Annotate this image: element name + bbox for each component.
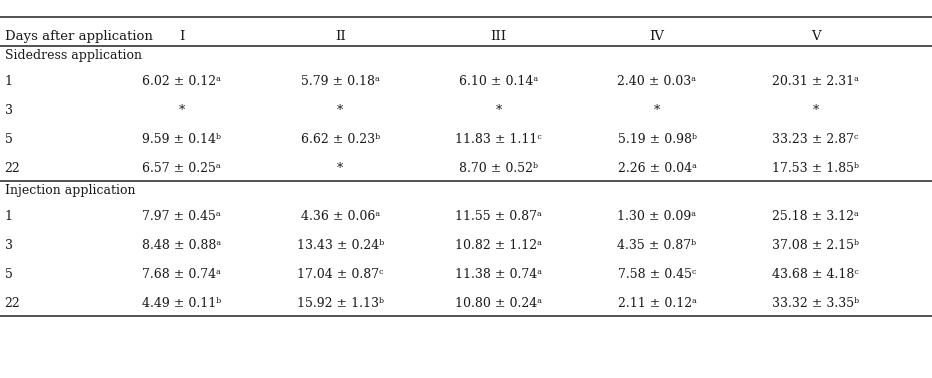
Text: *: * xyxy=(337,104,343,117)
Text: 8.48 ± 0.88ᵃ: 8.48 ± 0.88ᵃ xyxy=(142,239,222,252)
Text: 33.32 ± 3.35ᵇ: 33.32 ± 3.35ᵇ xyxy=(772,297,859,310)
Text: 4.36 ± 0.06ᵃ: 4.36 ± 0.06ᵃ xyxy=(300,210,380,223)
Text: 6.62 ± 0.23ᵇ: 6.62 ± 0.23ᵇ xyxy=(301,133,379,146)
Text: 6.57 ± 0.25ᵃ: 6.57 ± 0.25ᵃ xyxy=(143,162,221,175)
Text: 17.53 ± 1.85ᵇ: 17.53 ± 1.85ᵇ xyxy=(772,162,859,175)
Text: *: * xyxy=(813,104,818,117)
Text: 1.30 ± 0.09ᵃ: 1.30 ± 0.09ᵃ xyxy=(618,210,696,223)
Text: 10.82 ± 1.12ᵃ: 10.82 ± 1.12ᵃ xyxy=(455,239,542,252)
Text: 5: 5 xyxy=(5,268,12,281)
Text: 7.68 ± 0.74ᵃ: 7.68 ± 0.74ᵃ xyxy=(143,268,221,281)
Text: 6.10 ± 0.14ᵃ: 6.10 ± 0.14ᵃ xyxy=(459,75,539,88)
Text: 3: 3 xyxy=(5,104,13,117)
Text: 5.79 ± 0.18ᵃ: 5.79 ± 0.18ᵃ xyxy=(301,75,379,88)
Text: 1: 1 xyxy=(5,75,13,88)
Text: *: * xyxy=(496,104,501,117)
Text: I: I xyxy=(179,30,185,43)
Text: 25.18 ± 3.12ᵃ: 25.18 ± 3.12ᵃ xyxy=(772,210,859,223)
Text: 7.97 ± 0.45ᵃ: 7.97 ± 0.45ᵃ xyxy=(143,210,221,223)
Text: 7.58 ± 0.45ᶜ: 7.58 ± 0.45ᶜ xyxy=(618,268,696,281)
Text: 22: 22 xyxy=(5,162,21,175)
Text: 37.08 ± 2.15ᵇ: 37.08 ± 2.15ᵇ xyxy=(772,239,859,252)
Text: 5: 5 xyxy=(5,133,12,146)
Text: 17.04 ± 0.87ᶜ: 17.04 ± 0.87ᶜ xyxy=(297,268,383,281)
Text: 20.31 ± 2.31ᵃ: 20.31 ± 2.31ᵃ xyxy=(772,75,859,88)
Text: 4.49 ± 0.11ᵇ: 4.49 ± 0.11ᵇ xyxy=(142,297,222,310)
Text: 4.35 ± 0.87ᵇ: 4.35 ± 0.87ᵇ xyxy=(618,239,696,252)
Text: 43.68 ± 4.18ᶜ: 43.68 ± 4.18ᶜ xyxy=(772,268,859,281)
Text: 2.11 ± 0.12ᵃ: 2.11 ± 0.12ᵃ xyxy=(618,297,696,310)
Text: IV: IV xyxy=(650,30,665,43)
Text: II: II xyxy=(335,30,346,43)
Text: 1: 1 xyxy=(5,210,13,223)
Text: 2.40 ± 0.03ᵃ: 2.40 ± 0.03ᵃ xyxy=(618,75,696,88)
Text: 15.92 ± 1.13ᵇ: 15.92 ± 1.13ᵇ xyxy=(296,297,384,310)
Text: Injection application: Injection application xyxy=(5,184,135,197)
Text: *: * xyxy=(654,104,660,117)
Text: 2.26 ± 0.04ᵃ: 2.26 ± 0.04ᵃ xyxy=(618,162,696,175)
Text: 13.43 ± 0.24ᵇ: 13.43 ± 0.24ᵇ xyxy=(296,239,384,252)
Text: 8.70 ± 0.52ᵇ: 8.70 ± 0.52ᵇ xyxy=(459,162,538,175)
Text: *: * xyxy=(179,104,185,117)
Text: 11.38 ± 0.74ᵃ: 11.38 ± 0.74ᵃ xyxy=(455,268,542,281)
Text: 9.59 ± 0.14ᵇ: 9.59 ± 0.14ᵇ xyxy=(143,133,221,146)
Text: 11.55 ± 0.87ᵃ: 11.55 ± 0.87ᵃ xyxy=(455,210,542,223)
Text: 5.19 ± 0.98ᵇ: 5.19 ± 0.98ᵇ xyxy=(618,133,696,146)
Text: 11.83 ± 1.11ᶜ: 11.83 ± 1.11ᶜ xyxy=(455,133,542,146)
Text: Days after application: Days after application xyxy=(5,30,153,43)
Text: Sidedress application: Sidedress application xyxy=(5,49,142,62)
Text: 10.80 ± 0.24ᵃ: 10.80 ± 0.24ᵃ xyxy=(455,297,542,310)
Text: 6.02 ± 0.12ᵃ: 6.02 ± 0.12ᵃ xyxy=(143,75,221,88)
Text: III: III xyxy=(490,30,507,43)
Text: 3: 3 xyxy=(5,239,13,252)
Text: 33.23 ± 2.87ᶜ: 33.23 ± 2.87ᶜ xyxy=(773,133,858,146)
Text: 22: 22 xyxy=(5,297,21,310)
Text: V: V xyxy=(811,30,820,43)
Text: *: * xyxy=(337,162,343,175)
